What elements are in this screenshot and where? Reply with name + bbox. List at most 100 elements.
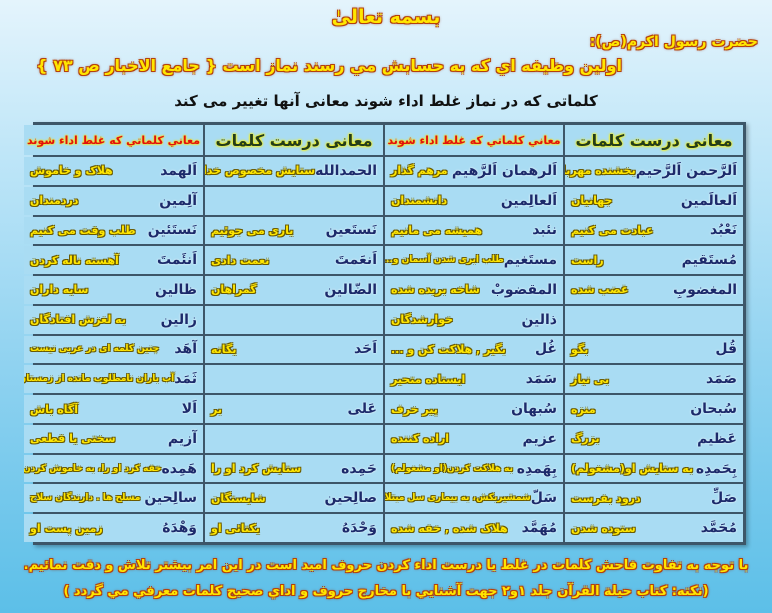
page-title: بسمه تعالیٰ	[331, 6, 441, 28]
wrong-word-cell: غُل بگیر , هلاکت کن و ...	[385, 335, 563, 364]
correct-word-cell: المغضوبِ غضب شده	[565, 276, 743, 304]
word: اَلعالَمین	[680, 192, 737, 209]
word: بِحَمدِه	[695, 460, 737, 477]
correct-word-cell: مُستَقیم راست	[565, 246, 743, 275]
wrong-word-cell: سَمَد ایستاده متحیر	[385, 365, 563, 394]
meaning: بی نیاز	[571, 372, 610, 386]
meaning: شاخه بریده شده	[391, 283, 480, 297]
word: اَنئَمتَ	[157, 252, 197, 269]
header-correct-meanings: معانی درست کلمات	[205, 125, 383, 155]
meaning: ستایش مخصوص خداست	[205, 164, 316, 178]
wrong-word-cell: نَستَئین طلب وقت می کنیم	[24, 216, 203, 245]
meaning: آب باران نامطلوب مانده از زمستان	[24, 374, 175, 385]
meaning: به لغزش افتادگان	[30, 313, 126, 327]
subtitle: کلماتی که در نماز غلط اداء شوند معانی آن…	[174, 92, 598, 110]
wrong-word-cell: ظالین سایه داران	[24, 276, 203, 304]
correct-word-cell	[205, 424, 383, 453]
meaning: به هلاکت کردن(او مشغولم)	[391, 463, 514, 474]
wrong-word-cell: آهَد چنین کلمه ای در عربی نیست	[24, 335, 203, 364]
meaning: بگیر , هلاکت کن و ...	[391, 342, 506, 356]
word: عَظیم	[697, 430, 737, 447]
wrong-word-cell: نئبد همیشه می مانیم	[385, 216, 563, 245]
meaning: مرهم گذار	[391, 164, 448, 178]
meaning: ایستاده متحیر	[391, 372, 466, 386]
word: اَلعالِمین	[500, 192, 557, 209]
meaning: سختی یا قطعی	[30, 432, 116, 446]
correct-word-cell: صَلِّ درود بفرست	[565, 484, 743, 513]
correct-word-cell: اَحَد یگانه	[205, 335, 383, 364]
word: حَمِده	[341, 460, 377, 477]
wrong-word-cell: ثَمَد آب باران نامطلوب مانده از زمستان	[24, 365, 203, 394]
correct-word-cell	[205, 365, 383, 394]
word: اَلرهمان اَلرَّهیم	[451, 162, 557, 179]
meaning: مسلح ها . دارندگان سلاح	[30, 493, 141, 504]
meaning: آگاه باش	[30, 402, 79, 416]
meaning: ستایش کرد او را	[211, 462, 302, 476]
wrong-word-cell: سُبهان پیر خرف	[385, 395, 563, 423]
wrong-word-cell: سَلّ شمشیربکش، به بیماری سل مبتلاکن	[385, 484, 563, 513]
word: نَعْبُد	[710, 222, 737, 239]
correct-word-cell: صَمَد بی نیاز	[565, 365, 743, 394]
word: اَلرَّحمن اَلرَّحیم	[635, 162, 737, 179]
meaning: اراده کننده	[391, 432, 450, 446]
header-correct-meanings: معانی درست کلمات	[565, 125, 743, 155]
word: سُبهان	[511, 401, 557, 418]
correct-word-cell: وَحْدَهُ یکتائی او	[205, 514, 383, 542]
correct-word-cell: اَلعالَمین جهانیان	[565, 186, 743, 215]
word: نئبد	[532, 222, 557, 239]
word: مُستَقیم	[681, 252, 737, 269]
word: الضّالین	[324, 281, 377, 298]
wrong-word-cell: اَلا آگاه باش	[24, 395, 203, 423]
word: المغضوبِ	[673, 281, 737, 298]
correct-word-cell: نَعْبُد عبادت می کنیم	[565, 216, 743, 245]
meaning: غضب شده	[571, 283, 629, 297]
meaning: پیر خرف	[391, 402, 438, 416]
meaning: دردمندان	[30, 194, 79, 208]
footer-note: با توجه به تفاوت فاحش کلمات در غلط یا در…	[23, 558, 749, 573]
meaning: خوارشدگان	[391, 313, 454, 327]
header-wrong-meanings: معاني کلماتي که غلط اداء شوند	[24, 125, 203, 155]
hadith-source: حضرت رسول اکرم(ص):	[589, 34, 758, 50]
wrong-word-cell: زالین به لغزش افتادگان	[24, 305, 203, 334]
word: ظالین	[154, 281, 197, 298]
correct-word-cell: عَلی بر	[205, 395, 383, 423]
word: هَمِده	[161, 460, 197, 477]
meaning: بگو	[571, 342, 589, 356]
wrong-word-cell: سالِحین مسلح ها . دارندگان سلاح	[24, 484, 203, 513]
meaning: نعمت دادی	[211, 253, 270, 267]
wrong-word-cell: مُهَمَّد هلاک شده , خفه شده	[385, 514, 563, 542]
word: سالِحین	[144, 490, 197, 507]
meaning: هلاک و خاموش	[30, 164, 113, 178]
meaning: ستوده شدن	[571, 521, 636, 535]
word: مستَغیم	[503, 252, 557, 269]
word: صَمَد	[705, 371, 737, 388]
wrong-word-cell: اَلرهمان اَلرَّهیم مرهم گذار	[385, 157, 563, 185]
word: زالین	[160, 311, 197, 328]
correct-word-cell	[205, 305, 383, 334]
meaning: به ستایش او(مشغولم)	[571, 462, 694, 476]
word: عزیم	[522, 430, 557, 447]
word: وَهْدَهُ	[162, 520, 197, 537]
meaning: جهانیان	[571, 194, 613, 208]
meaning: شایستگان	[211, 491, 266, 505]
word: آزیم	[167, 430, 197, 447]
meaning: یاری می جوئیم	[211, 223, 294, 237]
correct-word-cell: عَظیم بزرگ	[565, 424, 743, 453]
word: آهَد	[174, 341, 197, 358]
meaning: منزه	[571, 402, 596, 416]
correct-word-cell	[565, 305, 743, 334]
wrong-word-cell: بِهَمدِه به هلاکت کردن(او مشغولم)	[385, 454, 563, 483]
wrong-word-cell: عزیم اراده کننده	[385, 424, 563, 453]
word: قُل	[715, 341, 737, 358]
word: الحمدالله	[315, 162, 377, 179]
wrong-word-cell: آزیم سختی یا قطعی	[24, 424, 203, 453]
wrong-word-cell: اَلعالِمین دانشمندان	[385, 186, 563, 215]
word: اَنعَمتَ	[334, 252, 377, 269]
wrong-word-cell: ذالین خوارشدگان	[385, 305, 563, 334]
correct-word-cell: مُحَمَّد ستوده شدن	[565, 514, 743, 542]
meaning: سایه داران	[30, 283, 89, 297]
